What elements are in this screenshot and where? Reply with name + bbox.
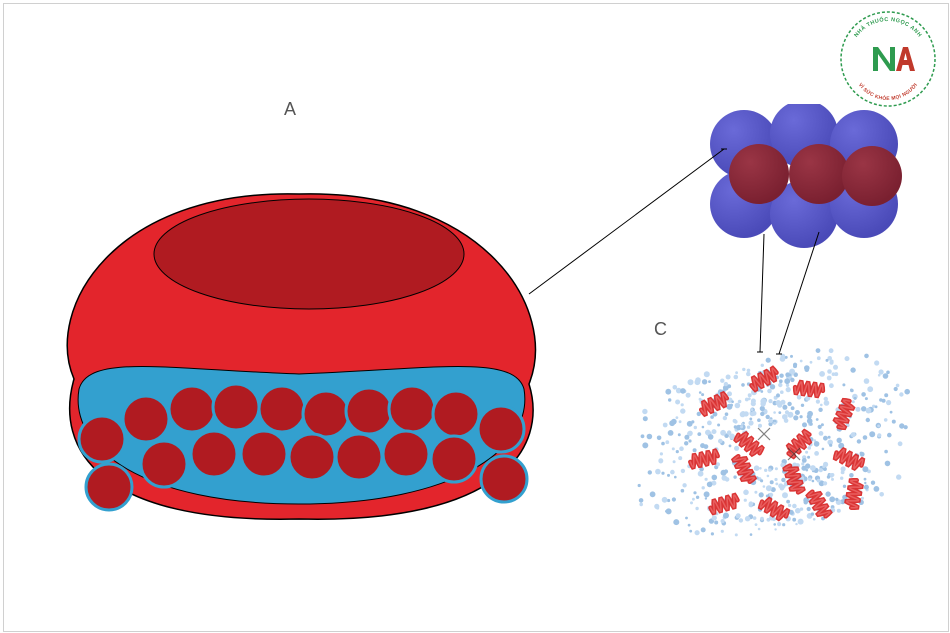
- red-blood-cell: [34, 139, 564, 489]
- protein-structure: [634, 294, 914, 574]
- diagram-frame: A B C NHÀ THUỐC NGỌC ANHVÌ SỨC KHỎE MỌI …: [3, 3, 949, 632]
- pharmacy-logo: NHÀ THUỐC NGỌC ANHVÌ SỨC KHỎE MỌI NGƯỜI: [838, 9, 938, 109]
- label-a: A: [284, 99, 296, 120]
- molecule-cluster: [704, 104, 914, 284]
